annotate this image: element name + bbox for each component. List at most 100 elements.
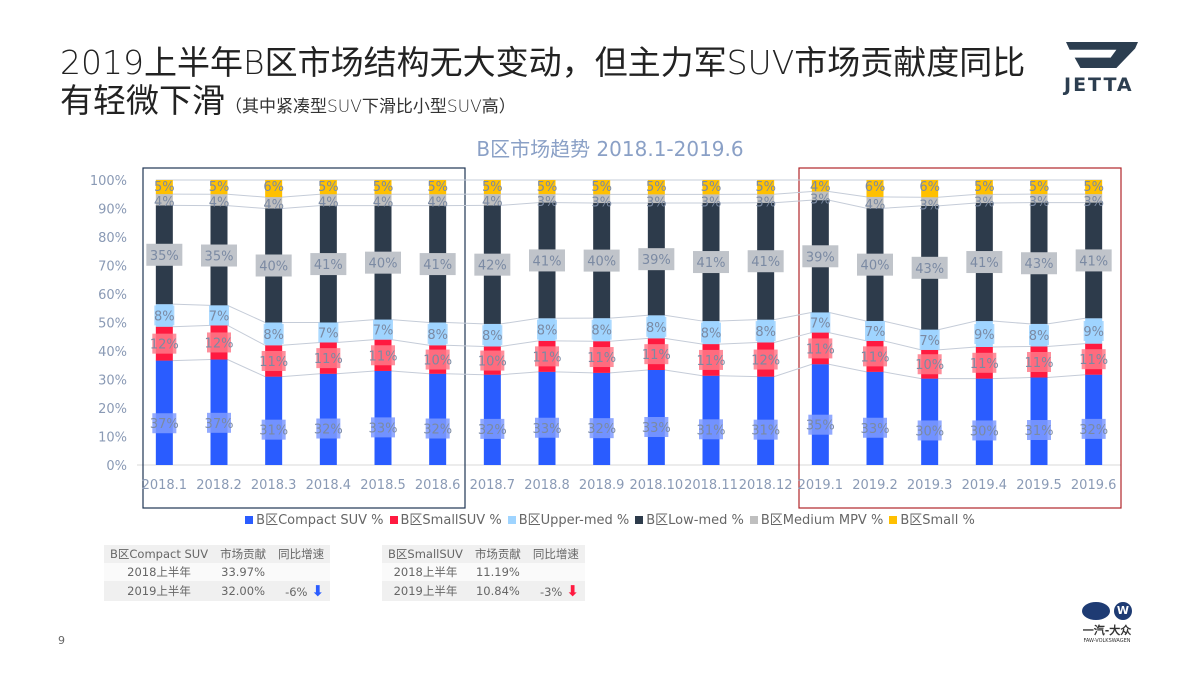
data-label-bg [255,254,292,277]
data-label-bg [753,419,778,440]
arrow-down-icon: ⬇ [566,582,579,600]
data-label: 3% [701,195,722,210]
data-label: 5% [646,180,667,195]
data-label-bg [583,249,620,272]
y-tick-label: 30% [98,374,127,389]
x-tick-label: 2018.7 [470,478,516,493]
legend-item: B区Small % [889,513,975,528]
data-label: 32% [587,422,616,437]
table-cell: -6% ⬇ [272,581,331,601]
data-label-bg [152,333,177,354]
data-label: 7% [318,326,339,341]
data-label-bg [261,350,286,371]
faw-volkswagen-logo: W 一汽-大众 FAW-VOLKSWAGEN [1072,602,1142,644]
data-label-bg [1075,249,1112,272]
legend-swatch [507,516,516,524]
partner-name-cn: 一汽-大众 [1082,624,1132,637]
data-label: 4% [865,198,886,213]
data-label: 11% [259,355,288,370]
bar-segment [866,196,884,209]
data-label: 3% [919,198,940,213]
data-label-bg [480,350,505,371]
data-label-bg [207,332,231,353]
x-tick-label: 2019.6 [1071,478,1117,493]
data-label: 3% [1029,195,1050,210]
table-header: 市场贡献 [214,545,273,563]
legend-item: B区SmallSUV % [389,513,502,528]
data-label: 11% [642,348,671,363]
data-label: 4% [318,195,339,210]
data-label: 11% [587,351,616,366]
x-tick-label: 2018.10 [629,478,683,493]
data-label: 33% [861,422,890,437]
bar-segment [210,359,228,465]
data-label-bg [972,420,997,441]
data-label-bg [318,322,339,343]
data-label-bg [263,323,284,344]
data-label: 8% [701,327,722,342]
data-label: 8% [646,321,667,336]
data-label: 41% [533,254,562,269]
data-label-bg [693,251,729,274]
jetta-logo: JETTA [1064,42,1144,96]
data-label-bg [1083,320,1104,341]
data-label: 11% [806,342,835,357]
table-cell: 11.19% [468,563,527,581]
y-tick-label: 0% [106,459,127,474]
data-label: 5% [1029,180,1050,195]
data-label: 5% [427,180,448,195]
data-label: 4% [209,195,230,210]
small-suv-table: B区SmallSUV 市场贡献 同比增速 2018上半年 11.19% 2019上半年 10… [382,545,585,601]
y-tick-label: 40% [98,345,127,360]
bar-segment [647,194,665,204]
data-label-bg [589,418,614,439]
data-label: 5% [701,180,722,195]
data-label: 39% [806,250,835,265]
x-tick-label: 2018.11 [684,478,738,493]
data-label: 35% [205,250,234,265]
data-label: 5% [537,180,558,195]
data-label-bg [808,414,833,435]
data-label: 5% [1083,180,1104,195]
table-row: 2018上半年 33.97% [104,563,331,581]
data-label: 37% [205,417,234,432]
data-label: 8% [591,324,612,339]
data-label-bg [261,419,286,440]
bar-segment [319,180,337,195]
bar-segment [811,191,829,201]
data-label: 41% [970,256,999,271]
data-label: 3% [755,195,776,210]
x-tick-label: 2019.2 [852,478,898,493]
data-label-bg [919,329,940,350]
data-label: 30% [970,424,999,439]
data-label: 31% [1025,424,1054,439]
x-tick-label: 2019.4 [962,478,1008,493]
y-tick-label: 100% [90,174,127,189]
bar-segment [811,364,829,465]
series-connector-line [155,324,1103,351]
bar-segment [319,194,337,206]
data-label-bg [917,420,942,441]
data-label: 3% [1083,195,1104,210]
legend-item: B区Low-med % [635,513,744,528]
y-tick-label: 70% [98,260,127,275]
bar-segment [210,194,228,206]
data-label: 42% [478,259,507,274]
data-label-bg [482,325,503,346]
data-label-bg [863,346,887,367]
y-tick-label: 50% [98,317,127,332]
data-label: 41% [423,258,452,273]
bar-segment [1085,194,1103,203]
data-label: 5% [591,180,612,195]
bar-segment [155,194,173,206]
data-label-bg [701,322,721,343]
table-cell: 2018上半年 [104,563,215,581]
y-tick-label: 80% [98,231,127,246]
legend-swatch [889,516,898,524]
highlight-box [142,167,466,509]
data-label: 32% [423,423,452,438]
data-label-bg [1081,418,1106,439]
data-label-bg [425,349,450,370]
data-label: 31% [259,424,288,439]
legend-swatch [749,516,758,524]
